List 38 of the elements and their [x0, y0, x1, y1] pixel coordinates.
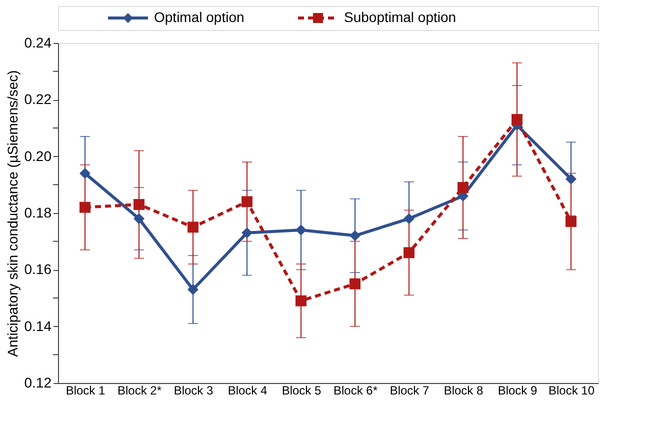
y-axis-title: Anticipatory skin conductance (µSiemens/sec) — [4, 70, 20, 357]
x-tick-label: Block 9 — [498, 384, 538, 398]
point — [566, 216, 576, 227]
x-tick-label: Block 6* — [333, 384, 378, 398]
point — [350, 278, 360, 290]
x-tick-label: Block 10 — [548, 384, 595, 398]
point — [134, 199, 144, 210]
point — [296, 224, 306, 236]
point — [188, 222, 198, 233]
legend-label: Optimal option — [154, 9, 244, 25]
point — [404, 213, 414, 224]
point — [566, 174, 576, 184]
point — [80, 202, 90, 213]
y-tick-label: 0.14 — [24, 318, 52, 334]
point — [350, 230, 360, 242]
point — [512, 114, 522, 125]
point — [80, 168, 90, 179]
point — [242, 196, 252, 208]
x-tick-label: Block 2* — [117, 384, 162, 398]
y-tick-label: 0.12 — [24, 374, 52, 390]
point — [296, 295, 306, 306]
point — [404, 247, 414, 258]
y-tick-label: 0.24 — [24, 34, 52, 50]
y-tick-label: 0.20 — [24, 148, 52, 164]
point — [458, 182, 468, 193]
x-tick-label: Block 7 — [390, 384, 430, 398]
legend-label: Suboptimal option — [344, 9, 456, 25]
y-tick-label: 0.16 — [24, 261, 52, 278]
x-tick-label: Block 8 — [444, 384, 484, 398]
point — [242, 227, 252, 238]
x-tick-label: Block 1 — [66, 384, 106, 398]
y-tick-label: 0.22 — [24, 91, 52, 108]
x-tick-label: Block 4 — [228, 384, 268, 398]
x-tick-label: Block 5 — [282, 384, 322, 398]
point — [188, 284, 198, 295]
x-tick-label: Block 3 — [174, 384, 214, 398]
point — [134, 213, 144, 224]
y-tick-label: 0.18 — [24, 204, 52, 220]
